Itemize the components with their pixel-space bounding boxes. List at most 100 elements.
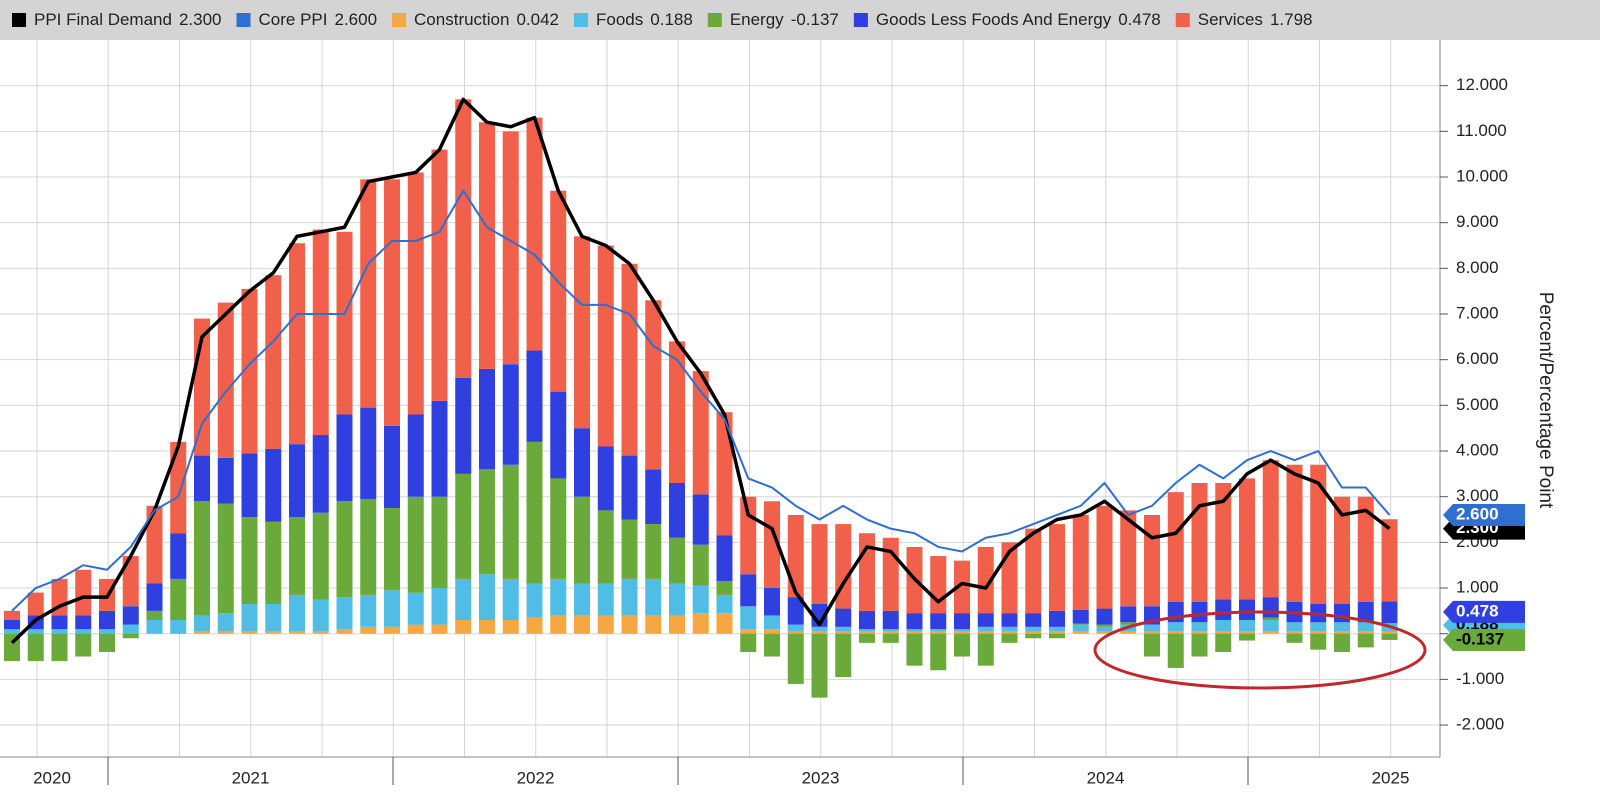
- bar-segment: [692, 613, 709, 634]
- bar-segment: [384, 590, 400, 627]
- bar-segment: [336, 629, 353, 634]
- y-tick-label: 10.000: [1456, 166, 1508, 185]
- y-tick-label: 4.000: [1456, 441, 1499, 460]
- legend-name: Foods: [596, 10, 643, 29]
- bar-segment: [99, 610, 115, 630]
- legend-value: -0.137: [791, 10, 839, 29]
- bar-segment: [835, 631, 852, 634]
- bar-segment: [1286, 631, 1303, 634]
- bar-segment: [835, 626, 852, 632]
- bar-segment: [859, 631, 875, 634]
- bar-segment: [1191, 482, 1208, 602]
- bar-segment: [645, 300, 662, 470]
- bar-segment: [122, 606, 139, 625]
- bar-segment: [621, 263, 638, 456]
- legend-entry: Construction 0.042: [414, 10, 559, 29]
- bar-segment: [526, 117, 543, 351]
- bar-segment: [502, 464, 519, 579]
- bar-segment: [265, 631, 282, 634]
- bar-segment: [455, 377, 472, 474]
- bar-segment: [479, 368, 495, 470]
- bar-segment: [930, 633, 947, 671]
- bar-segment: [692, 371, 709, 495]
- bar-segment: [764, 633, 780, 657]
- legend-swatch: [853, 13, 868, 27]
- highlight-ellipse: [1093, 610, 1427, 690]
- bar-segment: [75, 633, 92, 657]
- bar-segment: [289, 594, 305, 632]
- bar-segment: [645, 524, 662, 579]
- bar-segment: [502, 578, 519, 620]
- bar-segment: [1072, 631, 1089, 634]
- bar-segment: [194, 501, 210, 616]
- bar-segment: [241, 604, 258, 632]
- bar-segment: [431, 624, 448, 634]
- legend-entry: Core PPI 2.600: [259, 10, 378, 29]
- bar-segment: [479, 469, 495, 575]
- bar-segment: [882, 629, 899, 632]
- bar-segment: [1239, 633, 1255, 641]
- bar-segment: [740, 633, 757, 652]
- bar-segment: [384, 179, 400, 426]
- bar-segment: [716, 594, 733, 614]
- bar-segment: [75, 615, 92, 630]
- bar-segment: [526, 350, 543, 442]
- bar-segment: [336, 597, 353, 630]
- legend-value: 1.798: [1270, 10, 1313, 29]
- bar-segment: [621, 578, 638, 616]
- bar-segment: [312, 229, 329, 436]
- bar-segment: [1120, 606, 1137, 623]
- bar-segment: [764, 615, 780, 630]
- bar-segment: [1310, 633, 1327, 650]
- bar-segment: [265, 521, 282, 605]
- x-tick-label: 2024: [1087, 768, 1125, 787]
- bar-segment: [787, 514, 804, 598]
- bar-segment: [740, 574, 757, 607]
- bar-segment: [502, 131, 519, 365]
- bar-segment: [787, 633, 804, 684]
- y-axis-title: Percent/Percentage Point: [1535, 292, 1556, 509]
- x-tick-label: 2020: [33, 768, 71, 787]
- bar-segment: [930, 556, 947, 614]
- value-tag-label: 2.600: [1456, 504, 1499, 523]
- bar-segment: [669, 583, 685, 616]
- bar-segment: [669, 615, 685, 634]
- bar-segment: [336, 414, 353, 502]
- bar-segment: [1096, 631, 1113, 634]
- bar-segment: [954, 613, 970, 630]
- bar-segment: [27, 633, 44, 662]
- bar-segment: [977, 546, 994, 614]
- y-tick-label: -2.000: [1456, 715, 1504, 734]
- bar-segment: [882, 633, 899, 643]
- bar-segment: [241, 631, 258, 634]
- value-tag-label: -0.137: [1456, 629, 1504, 648]
- bar-segment: [384, 508, 400, 591]
- bar-segment: [692, 544, 709, 586]
- legend-name: Energy: [730, 10, 784, 29]
- bar-segment: [336, 501, 353, 598]
- bar-segment: [360, 498, 377, 595]
- bar-segment: [1144, 514, 1160, 607]
- bar-segment: [407, 172, 424, 415]
- bar-segment: [954, 560, 970, 614]
- bar-segment: [1310, 464, 1327, 605]
- bar-segment: [1381, 631, 1398, 634]
- bar-segment: [75, 629, 92, 634]
- legend-swatch: [12, 13, 26, 27]
- bar-segment: [550, 578, 567, 616]
- bar-segment: [122, 556, 139, 607]
- bar-segment: [146, 619, 163, 634]
- bar-segment: [360, 179, 377, 408]
- bar-segment: [4, 629, 20, 634]
- legend-value: 0.478: [1118, 10, 1161, 29]
- legend-name: Services: [1198, 10, 1263, 29]
- bar-segment: [1049, 610, 1065, 627]
- bar-segment: [1286, 633, 1303, 643]
- bar-segment: [835, 608, 852, 627]
- bar-segment: [51, 629, 68, 634]
- bar-segment: [1239, 599, 1255, 620]
- bar-segment: [502, 364, 519, 465]
- bar-segment: [1262, 597, 1279, 618]
- bar-segment: [4, 619, 20, 630]
